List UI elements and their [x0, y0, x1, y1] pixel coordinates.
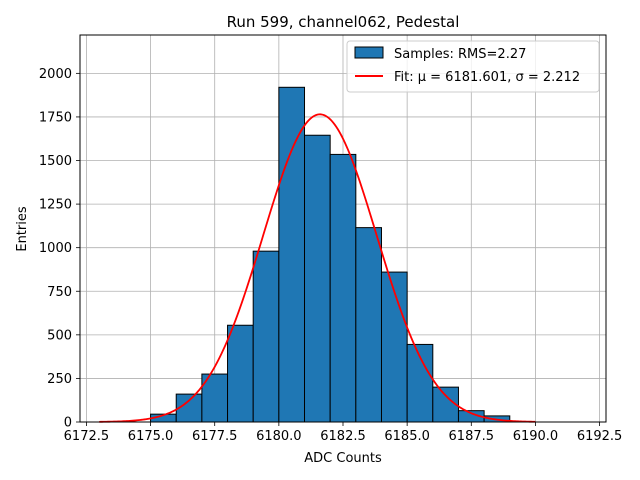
y-tick-label: 500 [47, 328, 72, 343]
x-tick-label: 6187.5 [449, 429, 495, 444]
y-tick-label: 2000 [39, 67, 72, 82]
y-tick-label: 1500 [39, 154, 72, 169]
histogram-bar [355, 227, 382, 423]
histogram-bar [252, 250, 280, 423]
y-axis: 0 250 500 750 1000 1250 1500 1750 2000 [39, 67, 80, 431]
histogram-bar [278, 86, 306, 423]
y-tick-label: 1250 [39, 198, 72, 213]
x-tick-label: 6180.0 [256, 429, 302, 444]
histogram-bars [150, 86, 511, 423]
x-tick-label: 6185.0 [384, 429, 430, 444]
legend-samples-label: Samples: RMS=2.27 [394, 47, 526, 62]
x-tick-label: 6190.0 [513, 429, 559, 444]
x-axis-label: ADC Counts [304, 451, 382, 466]
histogram-bar [329, 153, 357, 423]
legend-fit-label: Fit: μ = 6181.601, σ = 2.212 [394, 70, 580, 85]
chart-title: Run 599, channel062, Pedestal [227, 13, 460, 31]
histogram-bar [227, 324, 254, 423]
fit-curve-group [99, 113, 536, 423]
y-axis-label: Entries [15, 206, 30, 252]
y-tick-label: 1750 [39, 110, 72, 125]
x-tick-label: 6182.5 [320, 429, 366, 444]
x-axis: 6172.5 6175.0 6177.5 6180.0 6182.5 6185.0 6187… [64, 422, 623, 444]
y-tick-label: 250 [47, 372, 72, 387]
y-tick-label: 1000 [39, 241, 72, 256]
legend-samples-swatch [354, 46, 384, 59]
histogram-bar [380, 271, 408, 423]
x-tick-label: 6172.5 [64, 429, 110, 444]
x-tick-label: 6177.5 [192, 429, 238, 444]
y-tick-label: 750 [47, 285, 72, 300]
x-tick-label: 6192.5 [577, 429, 623, 444]
legend-box [346, 40, 600, 93]
y-tick-label: 0 [64, 416, 72, 431]
fit-curve [99, 113, 536, 423]
histogram-bar [304, 134, 331, 423]
x-tick-label: 6175.0 [128, 429, 174, 444]
legend: Samples: RMS=2.27 Fit: μ = 6181.601, σ =… [346, 40, 600, 93]
